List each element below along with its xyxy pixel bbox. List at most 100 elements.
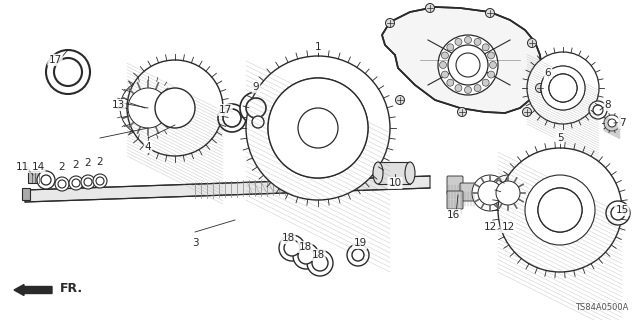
Text: 7: 7 bbox=[619, 118, 625, 128]
Circle shape bbox=[240, 92, 272, 124]
Text: 3: 3 bbox=[192, 238, 198, 248]
Ellipse shape bbox=[405, 162, 415, 184]
Circle shape bbox=[84, 178, 92, 186]
Ellipse shape bbox=[373, 162, 383, 184]
Circle shape bbox=[55, 177, 69, 191]
Circle shape bbox=[283, 93, 353, 163]
Circle shape bbox=[268, 78, 368, 178]
Circle shape bbox=[396, 95, 404, 105]
Circle shape bbox=[522, 108, 531, 116]
Circle shape bbox=[488, 71, 495, 78]
Text: 4: 4 bbox=[145, 142, 151, 152]
Circle shape bbox=[329, 84, 339, 94]
FancyBboxPatch shape bbox=[22, 188, 30, 200]
Circle shape bbox=[312, 255, 328, 271]
Circle shape bbox=[589, 101, 607, 119]
Circle shape bbox=[385, 19, 394, 28]
Text: 11: 11 bbox=[15, 162, 29, 172]
Circle shape bbox=[223, 109, 241, 127]
Circle shape bbox=[482, 44, 489, 51]
Circle shape bbox=[611, 206, 625, 220]
FancyBboxPatch shape bbox=[447, 176, 463, 194]
Circle shape bbox=[593, 105, 603, 115]
Text: TS84A0500A: TS84A0500A bbox=[575, 303, 628, 312]
Circle shape bbox=[307, 250, 333, 276]
Circle shape bbox=[279, 235, 305, 261]
Circle shape bbox=[549, 74, 577, 102]
Text: 17: 17 bbox=[218, 105, 232, 115]
Circle shape bbox=[268, 78, 368, 178]
Circle shape bbox=[496, 181, 520, 205]
Circle shape bbox=[155, 88, 195, 128]
Circle shape bbox=[527, 38, 536, 47]
Circle shape bbox=[490, 61, 497, 68]
Circle shape bbox=[252, 116, 264, 128]
Text: 14: 14 bbox=[31, 162, 45, 172]
Circle shape bbox=[58, 180, 66, 188]
Circle shape bbox=[127, 60, 223, 156]
Circle shape bbox=[355, 123, 365, 133]
Circle shape bbox=[313, 80, 323, 91]
Circle shape bbox=[527, 52, 599, 124]
Text: 16: 16 bbox=[446, 210, 460, 220]
Circle shape bbox=[478, 181, 502, 205]
Circle shape bbox=[343, 153, 353, 163]
Text: 18: 18 bbox=[282, 233, 294, 243]
Text: 19: 19 bbox=[353, 238, 367, 248]
Circle shape bbox=[273, 139, 284, 149]
Circle shape bbox=[283, 153, 293, 163]
Circle shape bbox=[343, 93, 353, 103]
Circle shape bbox=[538, 188, 582, 232]
Text: 2: 2 bbox=[84, 158, 92, 168]
Text: 2: 2 bbox=[73, 160, 79, 170]
Circle shape bbox=[96, 177, 104, 185]
Circle shape bbox=[120, 80, 176, 136]
Circle shape bbox=[541, 66, 585, 110]
Circle shape bbox=[283, 93, 353, 163]
Text: 9: 9 bbox=[253, 82, 259, 92]
Circle shape bbox=[284, 240, 300, 256]
Text: 12: 12 bbox=[501, 222, 515, 232]
Circle shape bbox=[293, 243, 319, 269]
Text: 13: 13 bbox=[111, 100, 125, 110]
Text: FR.: FR. bbox=[60, 283, 83, 295]
Circle shape bbox=[347, 244, 369, 266]
Text: 10: 10 bbox=[388, 178, 401, 188]
Circle shape bbox=[456, 53, 480, 77]
FancyBboxPatch shape bbox=[447, 191, 463, 209]
Circle shape bbox=[54, 58, 82, 86]
Circle shape bbox=[549, 74, 577, 102]
Circle shape bbox=[298, 108, 338, 148]
Circle shape bbox=[218, 104, 246, 132]
Circle shape bbox=[604, 115, 620, 131]
Text: 1: 1 bbox=[315, 42, 321, 52]
Circle shape bbox=[455, 84, 462, 92]
Circle shape bbox=[536, 84, 545, 92]
Circle shape bbox=[37, 171, 55, 189]
Circle shape bbox=[490, 175, 526, 211]
Circle shape bbox=[465, 36, 472, 44]
Circle shape bbox=[525, 175, 595, 245]
Circle shape bbox=[352, 249, 364, 261]
Bar bbox=[378, 162, 410, 184]
Circle shape bbox=[81, 175, 95, 189]
Text: 8: 8 bbox=[605, 100, 611, 110]
Circle shape bbox=[442, 52, 449, 59]
Text: 17: 17 bbox=[49, 55, 61, 65]
Circle shape bbox=[69, 176, 83, 190]
Circle shape bbox=[438, 35, 498, 95]
Circle shape bbox=[474, 84, 481, 92]
Circle shape bbox=[549, 74, 577, 102]
Circle shape bbox=[608, 119, 616, 127]
Circle shape bbox=[270, 123, 281, 133]
Circle shape bbox=[41, 175, 51, 185]
Circle shape bbox=[442, 71, 449, 78]
Circle shape bbox=[296, 162, 307, 172]
Text: 2: 2 bbox=[97, 157, 103, 167]
Circle shape bbox=[46, 50, 90, 94]
Polygon shape bbox=[382, 7, 542, 113]
Circle shape bbox=[313, 165, 323, 176]
Circle shape bbox=[486, 9, 495, 18]
Circle shape bbox=[298, 248, 314, 264]
Circle shape bbox=[455, 38, 462, 45]
